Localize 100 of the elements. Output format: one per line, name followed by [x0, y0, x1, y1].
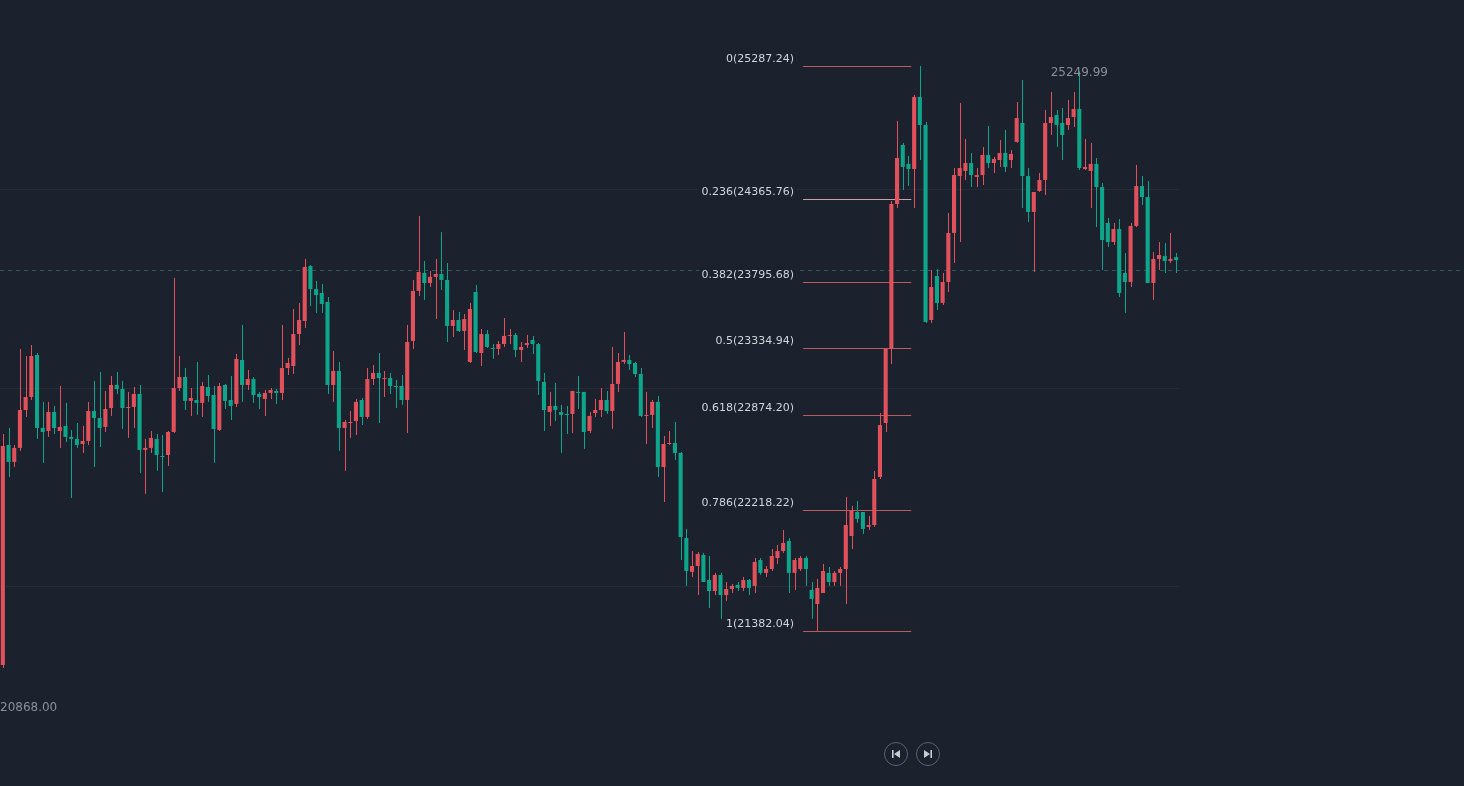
candlestick [570, 390, 575, 434]
candlestick [314, 280, 319, 314]
candlestick [52, 405, 57, 435]
candlestick [200, 381, 205, 418]
candlestick [46, 401, 51, 438]
candlestick [422, 260, 427, 301]
candlestick [154, 433, 159, 472]
candlestick [80, 425, 85, 454]
candlestick [6, 427, 11, 478]
candlestick [331, 350, 336, 403]
candlestick [712, 572, 717, 596]
candlestick [1139, 175, 1145, 206]
candlestick [371, 364, 376, 386]
candlestick [997, 139, 1002, 168]
candlestick [1031, 191, 1036, 273]
candlestick [69, 429, 74, 499]
ref-line-label: 0.618(22874.20) [701, 401, 795, 415]
candlestick [564, 405, 569, 435]
candlestick [1157, 241, 1162, 271]
candlestick [120, 380, 125, 430]
candlestick [479, 328, 484, 367]
candlestick [148, 430, 153, 454]
candlestick [97, 371, 102, 448]
ref-line-label: 0.5(23334.94) [715, 334, 795, 348]
candlestick [661, 435, 666, 503]
candlestick [1082, 138, 1088, 171]
candlestick [781, 529, 786, 554]
candlestick [1088, 142, 1093, 209]
candlestick [228, 375, 233, 421]
candlestick [194, 361, 199, 416]
candlestick [940, 272, 945, 306]
candlestick [547, 391, 552, 427]
candlestick [695, 551, 700, 596]
candlestick [222, 383, 228, 410]
candlestick [57, 385, 62, 449]
candlestick [296, 302, 302, 346]
candlestick [12, 444, 17, 468]
candlestick [502, 317, 507, 348]
candlestick [576, 375, 581, 410]
candlestick [650, 399, 655, 429]
candlestick [820, 563, 826, 594]
candlestick [1094, 157, 1099, 228]
candlestick [667, 430, 672, 446]
candlestick [826, 566, 831, 587]
candlestick [513, 332, 518, 358]
candlestick [160, 434, 165, 493]
candlestick [382, 370, 387, 398]
candlestick [1122, 252, 1127, 314]
candlestick [109, 375, 114, 417]
candlestick [553, 382, 558, 422]
ref-line-label: 0.382(23795.68) [701, 268, 795, 282]
candlestick [353, 398, 359, 436]
candlestick [183, 367, 188, 411]
candlestick [724, 581, 729, 602]
candlestick [308, 264, 313, 307]
ref-line-label: 0(25287.24) [726, 52, 795, 66]
candlestick [838, 566, 843, 587]
candlestick [969, 152, 974, 188]
candlestick [621, 331, 626, 365]
candlestick [1162, 242, 1167, 274]
candlestick [1037, 172, 1042, 193]
candlestick [462, 313, 467, 351]
candlestick [23, 355, 28, 418]
candlestick [1174, 252, 1179, 274]
candlestick [558, 404, 564, 454]
candlestick [359, 397, 364, 426]
annotation: 25249.99 [1050, 65, 1108, 80]
candlestick [707, 555, 712, 609]
candlestick [615, 352, 621, 393]
candlestick [1111, 222, 1116, 246]
candlestick [456, 311, 461, 333]
candlestick [188, 387, 193, 417]
annotation: 20868.00 [0, 700, 58, 715]
candlestick [980, 146, 985, 186]
candlestick [507, 328, 512, 345]
candlestick [433, 258, 438, 320]
ref-line-label: 0.786(22218.22) [701, 496, 795, 510]
candlestick [587, 411, 592, 434]
candlestick [803, 555, 808, 587]
candlestick [815, 578, 820, 632]
candlestick [644, 391, 649, 445]
candlestick [1048, 91, 1053, 136]
candlestick [131, 386, 136, 429]
candlestick [1168, 232, 1173, 264]
candlestick [1065, 99, 1070, 131]
candlestick [439, 231, 444, 291]
candlestick [689, 550, 695, 578]
candlestick [855, 500, 860, 524]
candlestick [974, 167, 979, 188]
candlestick [519, 341, 524, 363]
candlestick [598, 387, 603, 418]
candlestick [1003, 129, 1008, 173]
candlestick [40, 401, 45, 464]
candlestick [1105, 217, 1110, 248]
ref-line-label: 0.236(24365.76) [701, 185, 795, 199]
candlestick [63, 402, 68, 443]
candlestick [114, 371, 119, 395]
candlestick [490, 343, 495, 360]
candlestick [165, 430, 171, 467]
candlestick [1014, 101, 1019, 144]
